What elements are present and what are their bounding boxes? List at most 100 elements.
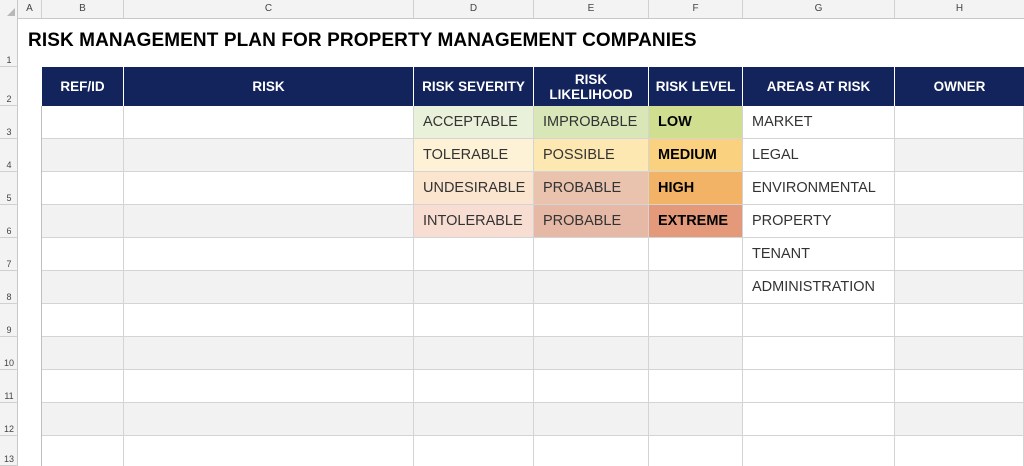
cell-risk-likelihood[interactable] bbox=[534, 304, 649, 337]
row-header[interactable]: 5 bbox=[0, 172, 18, 205]
row-header[interactable]: 10 bbox=[0, 337, 18, 370]
cell-ref-id[interactable] bbox=[42, 172, 124, 205]
cell-area-at-risk[interactable]: MARKET bbox=[743, 106, 895, 139]
cell-risk-likelihood[interactable]: PROBABLE bbox=[534, 205, 649, 238]
cell-risk[interactable] bbox=[124, 436, 414, 466]
cell-risk-severity[interactable] bbox=[414, 271, 534, 304]
row-header[interactable]: 1 bbox=[0, 18, 18, 67]
cell-risk[interactable] bbox=[124, 271, 414, 304]
cell-risk-level[interactable]: HIGH bbox=[649, 172, 743, 205]
cell-owner[interactable] bbox=[895, 403, 1024, 436]
cell-area-at-risk[interactable] bbox=[743, 337, 895, 370]
column-header-g[interactable]: G bbox=[743, 0, 895, 18]
cell-ref-id[interactable] bbox=[42, 403, 124, 436]
header-risk[interactable]: RISK bbox=[124, 67, 414, 106]
column-header-d[interactable]: D bbox=[414, 0, 534, 18]
cell-risk-level[interactable] bbox=[649, 238, 743, 271]
row-header[interactable]: 4 bbox=[0, 139, 18, 172]
cell-risk[interactable] bbox=[124, 106, 414, 139]
header-areas-at-risk[interactable]: AREAS AT RISK bbox=[743, 67, 895, 106]
cell-risk[interactable] bbox=[124, 205, 414, 238]
column-header-a[interactable]: A bbox=[18, 0, 42, 18]
cell-owner[interactable] bbox=[895, 139, 1024, 172]
cell-risk-likelihood[interactable] bbox=[534, 337, 649, 370]
cell-risk[interactable] bbox=[124, 337, 414, 370]
cell-owner[interactable] bbox=[895, 238, 1024, 271]
cell-risk[interactable] bbox=[124, 370, 414, 403]
cell-risk-level[interactable] bbox=[649, 436, 743, 466]
cell-risk-severity[interactable]: INTOLERABLE bbox=[414, 205, 534, 238]
cell-risk[interactable] bbox=[124, 403, 414, 436]
row-header[interactable]: 7 bbox=[0, 238, 18, 271]
cell-risk[interactable] bbox=[124, 238, 414, 271]
row-header[interactable]: 6 bbox=[0, 205, 18, 238]
cell-ref-id[interactable] bbox=[42, 238, 124, 271]
column-header-b[interactable]: B bbox=[42, 0, 124, 18]
column-header-e[interactable]: E bbox=[534, 0, 649, 18]
cell-risk[interactable] bbox=[124, 139, 414, 172]
cell-owner[interactable] bbox=[895, 337, 1024, 370]
cell-risk-severity[interactable] bbox=[414, 436, 534, 466]
cell-owner[interactable] bbox=[895, 205, 1024, 238]
cell-risk-likelihood[interactable] bbox=[534, 436, 649, 466]
cell-risk[interactable] bbox=[124, 172, 414, 205]
cell-owner[interactable] bbox=[895, 436, 1024, 466]
cell-risk[interactable] bbox=[124, 304, 414, 337]
cell-area-at-risk[interactable]: TENANT bbox=[743, 238, 895, 271]
cell-risk-likelihood[interactable]: POSSIBLE bbox=[534, 139, 649, 172]
cell-owner[interactable] bbox=[895, 271, 1024, 304]
cell-area-at-risk[interactable] bbox=[743, 304, 895, 337]
cell-area-at-risk[interactable] bbox=[743, 436, 895, 466]
cell-risk-level[interactable] bbox=[649, 304, 743, 337]
column-header-f[interactable]: F bbox=[649, 0, 743, 18]
cell-risk-level[interactable]: LOW bbox=[649, 106, 743, 139]
cell-area-at-risk[interactable] bbox=[743, 370, 895, 403]
cell-risk-severity[interactable] bbox=[414, 238, 534, 271]
cell-risk-level[interactable]: MEDIUM bbox=[649, 139, 743, 172]
cell-ref-id[interactable] bbox=[42, 370, 124, 403]
cell-risk-severity[interactable]: ACCEPTABLE bbox=[414, 106, 534, 139]
cell-area-at-risk[interactable]: LEGAL bbox=[743, 139, 895, 172]
cell-risk-likelihood[interactable]: IMPROBABLE bbox=[534, 106, 649, 139]
cell-area-at-risk[interactable]: ENVIRONMENTAL bbox=[743, 172, 895, 205]
cell-owner[interactable] bbox=[895, 106, 1024, 139]
cell-risk-likelihood[interactable] bbox=[534, 271, 649, 304]
cell-risk-level[interactable] bbox=[649, 370, 743, 403]
cell-ref-id[interactable] bbox=[42, 205, 124, 238]
cell-risk-likelihood[interactable] bbox=[534, 403, 649, 436]
cell-risk-likelihood[interactable] bbox=[534, 238, 649, 271]
cell-ref-id[interactable] bbox=[42, 436, 124, 466]
cell-risk-level[interactable] bbox=[649, 337, 743, 370]
cell-risk-likelihood[interactable] bbox=[534, 370, 649, 403]
column-header-c[interactable]: C bbox=[124, 0, 414, 18]
row-header[interactable]: 3 bbox=[0, 106, 18, 139]
select-all-corner[interactable] bbox=[0, 0, 18, 18]
column-header-h[interactable]: H bbox=[955, 3, 964, 14]
cell-ref-id[interactable] bbox=[42, 304, 124, 337]
header-risk-likelihood[interactable]: RISK LIKELIHOOD bbox=[534, 67, 649, 106]
cell-risk-severity[interactable]: TOLERABLE bbox=[414, 139, 534, 172]
cell-ref-id[interactable] bbox=[42, 139, 124, 172]
cell-risk-severity[interactable] bbox=[414, 370, 534, 403]
cell-ref-id[interactable] bbox=[42, 271, 124, 304]
cell-owner[interactable] bbox=[895, 370, 1024, 403]
cell-ref-id[interactable] bbox=[42, 106, 124, 139]
row-header[interactable]: 9 bbox=[0, 304, 18, 337]
row-header[interactable]: 11 bbox=[0, 370, 18, 403]
cell-risk-severity[interactable]: UNDESIRABLE bbox=[414, 172, 534, 205]
cell-owner[interactable] bbox=[895, 172, 1024, 205]
row-header[interactable]: 13 bbox=[0, 436, 18, 466]
cell-risk-severity[interactable] bbox=[414, 337, 534, 370]
cell-area-at-risk[interactable]: ADMINISTRATION bbox=[743, 271, 895, 304]
row-header[interactable]: 12 bbox=[0, 403, 18, 436]
row-header[interactable]: 8 bbox=[0, 271, 18, 304]
header-ref-id[interactable]: REF/ID bbox=[42, 67, 124, 106]
cell-risk-severity[interactable] bbox=[414, 304, 534, 337]
header-owner[interactable]: OWNER bbox=[895, 67, 1024, 106]
cell-risk-level[interactable] bbox=[649, 271, 743, 304]
cell-owner[interactable] bbox=[895, 304, 1024, 337]
header-risk-severity[interactable]: RISK SEVERITY bbox=[414, 67, 534, 106]
cell-risk-level[interactable]: EXTREME bbox=[649, 205, 743, 238]
cell-area-at-risk[interactable]: PROPERTY bbox=[743, 205, 895, 238]
row-header[interactable]: 2 bbox=[0, 67, 18, 106]
